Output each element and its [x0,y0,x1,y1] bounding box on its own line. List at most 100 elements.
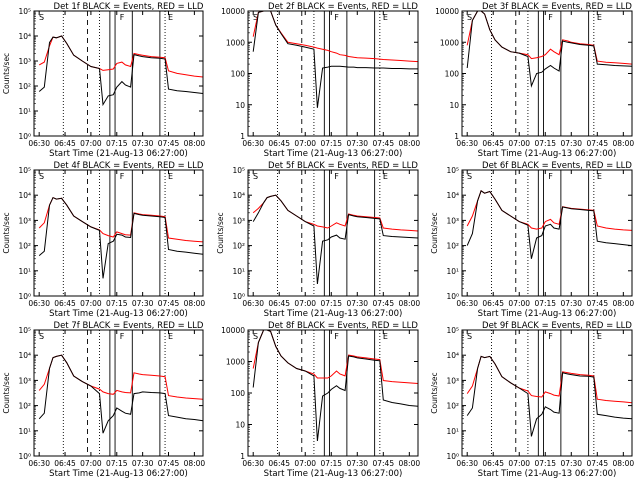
chart-6-ytick-label: 10² [446,242,459,251]
chart-8-xtick-label: 07:15 [320,459,342,468]
chart-8-marker-label-f: F [334,332,339,341]
chart-4-xtick-label: 07:00 [80,299,102,308]
chart-9-title: Det 9f BLACK = Events, RED = LLD [482,321,632,331]
chart-1-marker-label-e: E [168,13,173,22]
chart-4-series-events-black [38,196,204,279]
chart-5-series-events-black [252,194,419,285]
chart-4-plot-frame [33,169,204,297]
chart-7-xtick-label: 07:30 [132,459,154,468]
chart-7-marker-label-e: E [168,332,173,341]
chart-7-xtick-label: 07:00 [80,459,102,468]
chart-3-xtick-label: 07:00 [508,139,530,148]
chart-2-ytick-label: 1000 [226,38,245,47]
chart-5-xtick-label: 07:45 [372,299,394,308]
chart-8-xtick-label: 06:45 [268,459,290,468]
chart-5-title: Det 5f BLACK = Events, RED = LLD [268,161,418,171]
chart-7-ytick-label: 10⁴ [18,351,31,360]
chart-4-ytick-label: 10⁴ [18,191,31,200]
chart-3-xtick-label: 07:30 [560,139,582,148]
chart-7-ytick-label: 10⁵ [18,326,31,335]
chart-8-plot-frame [247,329,419,457]
chart-8-xtick-label: 07:00 [294,459,316,468]
chart-1-ytick-label: 10⁵ [18,7,31,16]
chart-9-xtick-label: 07:00 [508,459,530,468]
chart-9-marker-label-s: S [467,332,472,341]
chart-7-xtick-label: 06:45 [54,459,76,468]
chart-8-ytick-label: 100 [231,389,246,398]
chart-9-xtick-label: 08:00 [613,459,635,468]
chart-1-series-lld-red [38,35,204,78]
chart-7-xtick-label: 07:45 [158,459,180,468]
chart-6-marker-label-e: E [597,172,602,181]
chart-3-xtick-label: 06:30 [456,139,478,148]
chart-2-title: Det 2f BLACK = Events, RED = LLD [268,2,418,12]
chart-3-series-events-black [466,10,633,88]
chart-4-ytick-label: 10¹ [18,267,31,276]
chart-9-ytick-label: 10⁰ [446,452,459,461]
chart-8-xtick-label: 08:00 [399,459,421,468]
chart-6-ylabel: Counts/sec [430,212,439,253]
chart-2-xtick-label: 07:30 [346,139,368,148]
chart-1-marker-label-f: F [120,13,125,22]
chart-7-xtick-label: 06:30 [28,459,50,468]
chart-7-title: Det 7f BLACK = Events, RED = LLD [54,321,204,331]
chart-6-marker-label-s: S [467,172,472,181]
chart-7-ytick-label: 10¹ [18,427,31,436]
chart-5-xtick-label: 07:30 [346,299,368,308]
chart-4-xtick-label: 06:30 [28,299,50,308]
chart-6-xtick-label: 07:45 [586,299,608,308]
chart-8-ytick-label: 1000 [226,358,245,367]
chart-4-marker-label-f: F [120,172,125,181]
chart-2-ytick-label: 10000 [221,7,245,16]
chart-6-ytick-label: 10⁵ [446,166,459,175]
chart-8-xtick-label: 07:30 [346,459,368,468]
chart-7-ytick-label: 10³ [18,376,31,385]
chart-4-xtick-label: 08:00 [184,299,206,308]
chart-2-xtick-label: 08:00 [399,139,421,148]
chart-3-xtick-label: 07:15 [534,139,556,148]
chart-4-ytick-label: 10³ [18,216,31,225]
chart-2-ytick-label: 1 [240,132,245,141]
chart-1-xtick-label: 08:00 [184,139,206,148]
chart-5-xtick-label: 07:15 [320,299,342,308]
chart-9-xtick-label: 06:30 [456,459,478,468]
chart-1-ytick-label: 10³ [18,57,31,66]
chart-1-xtick-label: 07:00 [80,139,102,148]
chart-2-xtick-label: 06:30 [242,139,264,148]
chart-8-xlabel: Start Time (21-Aug-13 06:27:00) [264,469,403,479]
chart-2-marker-label-f: F [334,13,339,22]
chart-1-ytick-label: 10² [18,82,31,91]
chart-8-xtick-label: 06:30 [242,459,264,468]
chart-9-xtick-label: 07:30 [560,459,582,468]
chart-7-series-events-black [38,354,204,434]
chart-4-ytick-label: 10⁰ [18,292,31,301]
chart-5-ytick-label: 10² [232,242,245,251]
chart-9-ytick-label: 10³ [446,376,459,385]
chart-5-marker-label-e: E [383,172,388,181]
chart-5-ytick-label: 10¹ [232,267,245,276]
chart-2-series-events-black [252,10,418,108]
chart-1-xtick-label: 07:15 [106,139,128,148]
chart-9-ytick-label: 10⁴ [446,351,459,360]
chart-5-marker-label-f: F [334,172,339,181]
chart-1-ytick-label: 10⁴ [18,32,31,41]
chart-4-xtick-label: 07:15 [106,299,128,308]
chart-8-series-events-black [252,329,419,442]
chart-8-ytick-label: 1 [240,452,245,461]
chart-6-xtick-label: 07:15 [534,299,556,308]
chart-9-ytick-label: 10¹ [446,427,459,436]
chart-3-plot-frame [461,10,633,137]
chart-7-xlabel: Start Time (21-Aug-13 06:27:00) [49,469,188,479]
chart-4-marker-label-s: S [39,172,44,181]
chart-1-xtick-label: 07:30 [132,139,154,148]
chart-2-plot-frame [247,10,419,137]
chart-4-xtick-label: 07:30 [132,299,154,308]
chart-2-xtick-label: 06:45 [268,139,290,148]
chart-5-ytick-label: 10⁴ [232,191,245,200]
chart-7-series-lld-red [38,354,204,400]
chart-5-xtick-label: 06:30 [242,299,264,308]
chart-8-marker-label-s: S [253,332,258,341]
chart-2-marker-label-e: E [383,13,388,22]
chart-1-plot-frame [33,10,204,137]
chart-1-ytick-label: 10⁰ [18,132,31,141]
